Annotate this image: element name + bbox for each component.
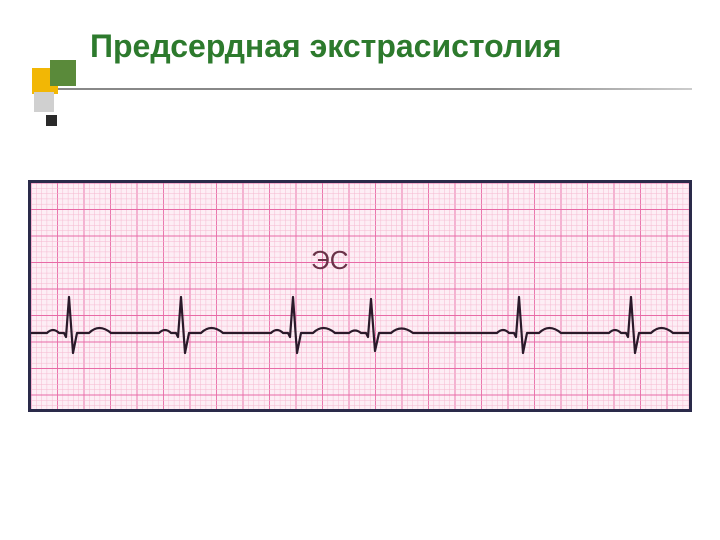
ecg-annotation-label: ЭС xyxy=(311,245,348,276)
title-underline xyxy=(32,88,692,90)
decor-block-2 xyxy=(50,60,76,86)
bullet-icon xyxy=(46,115,57,126)
decor-block-3 xyxy=(34,92,54,112)
ecg-strip: ЭС xyxy=(28,180,692,412)
page-title: Предсердная экстрасистолия xyxy=(90,28,720,65)
